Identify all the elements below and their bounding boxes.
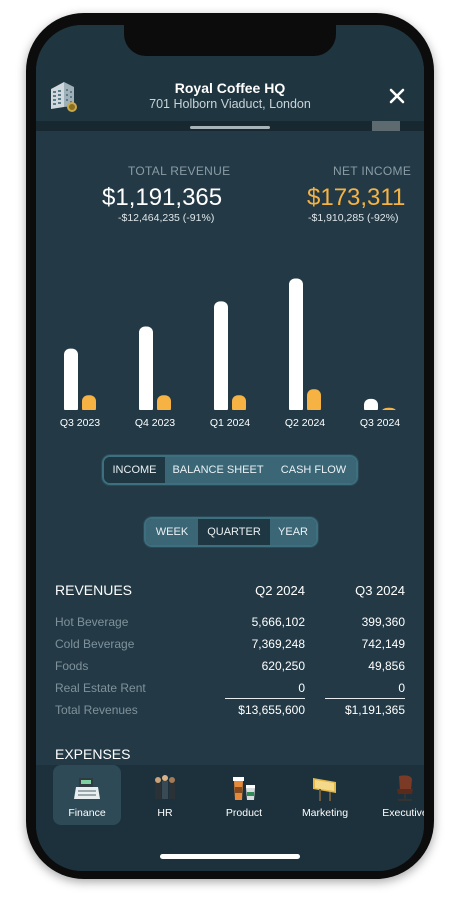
office-chair-icon [397,775,413,801]
people-icon [155,775,175,799]
tab-marketing[interactable]: Marketing [291,765,359,825]
row-label: Hot Beverage [55,615,129,629]
finance-panel [36,131,424,771]
revenue-income-chart: Q3 2023 Q4 2023 Q1 2024 Q2 2024 Q3 2024 [36,278,424,429]
net-income-delta: -$1,910,285 (-92%) [308,212,399,224]
tab-hr[interactable]: HR [131,765,199,825]
row-label: Cold Beverage [55,637,135,651]
income-bar-q2-2024 [307,389,321,414]
total-revenue-label: TOTAL REVENUE [128,164,231,178]
total-revenues-q3: $1,191,365 [344,703,405,717]
row-value-q3: 742,149 [361,637,405,651]
drag-handle[interactable] [190,126,270,129]
app-screen: Royal Coffee HQ 701 Holborn Viaduct, Lon… [36,25,424,871]
period-segmented-control: WEEK QUARTER YEAR [144,517,318,547]
tab-cash-flow[interactable]: CASH FLOW [271,457,356,483]
revenues-heading: REVENUES [55,582,133,598]
net-income-label: NET INCOME [333,164,412,178]
income-bar-q3-2023 [82,395,96,414]
revenue-bar-q4-2023 [139,326,153,414]
total-revenues-q2: $13,655,600 [238,703,305,717]
total-revenue-delta: -$12,464,235 (-91%) [118,212,215,224]
bottom-tab-bar: Finance HR Product [36,765,424,871]
tab-finance[interactable]: Finance [53,765,121,825]
tab-label: Product [225,807,263,819]
revenue-bar-q1-2024 [214,301,228,414]
x-tick-label: Q3 2024 [360,417,400,429]
row-value-q2: 5,666,102 [251,615,305,629]
row-value-q3: 49,856 [368,659,405,673]
row-value-q3: 399,360 [361,615,405,629]
tab-week[interactable]: WEEK [146,519,198,545]
tab-income[interactable]: INCOME [104,457,165,483]
revenue-bar-q2-2024 [289,278,303,414]
tab-label: Marketing [301,807,349,819]
income-bar-q1-2024 [232,395,246,414]
row-value-q3: 0 [398,681,405,695]
chart-baseline-mask [36,410,424,414]
total-revenues-label: Total Revenues [55,703,138,717]
net-income-value: $173,311 [307,184,406,211]
address-subtitle: 701 Holborn Viaduct, London [149,97,311,111]
x-tick-label: Q4 2023 [135,417,175,429]
close-icon [389,88,405,104]
row-value-q2: 0 [298,681,305,695]
tab-product[interactable]: Product [210,765,278,825]
row-label: Foods [55,659,89,673]
total-revenue-value: $1,191,365 [102,184,223,211]
notch [124,22,336,56]
page-title: Royal Coffee HQ [174,80,286,96]
coffee-cup-icon [233,777,255,800]
billboard-icon [313,778,336,801]
expenses-heading: EXPENSES [55,746,131,762]
statement-segmented-control: INCOME BALANCE SHEET CASH FLOW [102,455,358,485]
row-value-q2: 620,250 [261,659,305,673]
tab-label: HR [157,807,173,819]
x-tick-label: Q2 2024 [285,417,325,429]
tab-label: Finance [68,807,106,819]
close-button[interactable] [384,83,410,109]
total-rule-q2 [225,698,305,699]
tab-balance-sheet[interactable]: BALANCE SHEET [165,457,271,483]
row-label: Real Estate Rent [55,681,146,695]
building-icon [51,82,77,112]
column-q3-2024: Q3 2024 [355,583,405,598]
tab-quarter[interactable]: QUARTER [198,519,270,545]
home-indicator[interactable] [160,854,300,859]
income-bar-q4-2023 [157,395,171,414]
cash-register-icon [74,778,100,799]
x-tick-label: Q3 2023 [60,417,100,429]
tab-year[interactable]: YEAR [270,519,316,545]
total-rule-q3 [325,698,405,699]
tab-executive[interactable]: Executive [371,765,424,825]
revenue-bar-q3-2023 [64,348,78,414]
row-value-q2: 7,369,248 [251,637,305,651]
column-q2-2024: Q2 2024 [255,583,305,598]
background-image-strip [372,121,400,131]
x-tick-label: Q1 2024 [210,417,250,429]
tab-label: Executive [382,807,424,819]
